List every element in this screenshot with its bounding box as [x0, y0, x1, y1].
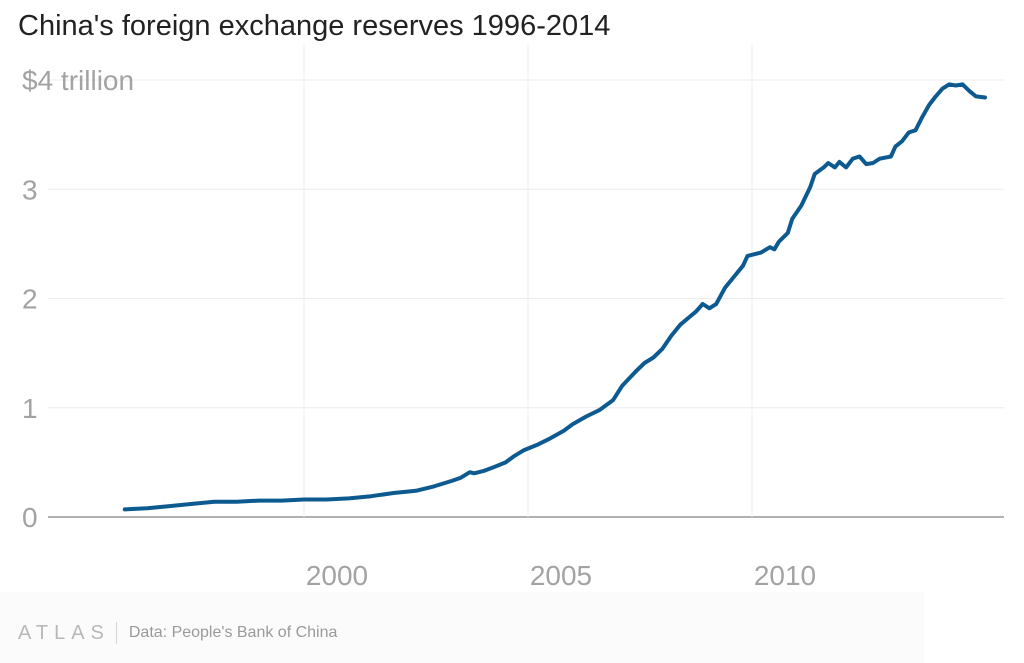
x-tick-label: 2010	[754, 560, 816, 591]
x-tick-label: 2005	[530, 560, 592, 591]
footer: ATLAS Data: People's Bank of China	[18, 620, 337, 646]
y-axis-labels: 0 1 2 3 $4 trillion	[22, 65, 134, 533]
footer-background	[0, 592, 1024, 663]
atlas-logo: ATLAS	[18, 621, 110, 644]
series-layer	[122, 82, 987, 512]
x-axis-labels: 2000 2005 2010	[306, 560, 816, 591]
corner-patch	[924, 592, 1024, 663]
footer-divider	[115, 622, 117, 644]
line-chart: 0 1 2 3 $4 trillion 2000 2005 2010	[22, 45, 1004, 591]
y-tick-label: $4 trillion	[22, 65, 134, 96]
data-source: Data: People's Bank of China	[128, 624, 338, 641]
chart-title: China's foreign exchange reserves 1996-2…	[18, 10, 611, 42]
y-tick-label: 1	[22, 393, 38, 424]
series-line	[122, 82, 987, 512]
y-tick-label: 0	[22, 502, 38, 533]
gridlines	[48, 45, 1004, 518]
x-tick-label: 2000	[306, 560, 368, 591]
y-tick-label: 2	[22, 284, 38, 315]
y-tick-label: 3	[22, 174, 38, 205]
